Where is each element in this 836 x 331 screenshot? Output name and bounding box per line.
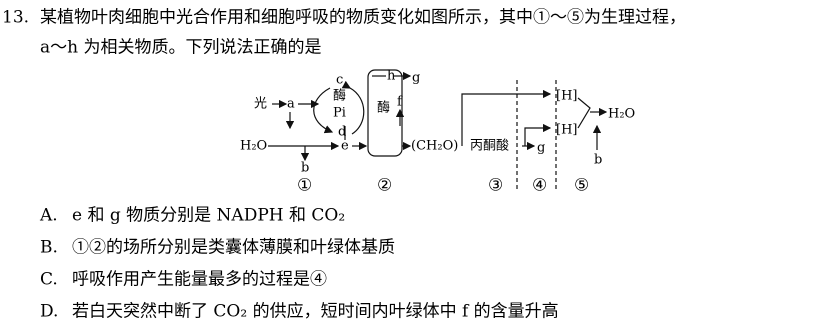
diagram-label: H₂O	[608, 107, 635, 122]
diagram-label: 酶	[377, 100, 390, 116]
option-letter: C.	[40, 270, 58, 290]
diagram-label: g	[412, 71, 420, 86]
diagram-label: 丙酮酸	[470, 139, 509, 154]
process-label: ④	[532, 176, 547, 196]
stem-line: 某植物叶肉细胞中光合作用和细胞呼吸的物质变化如图所示，其中①～⑤为生理过程，	[40, 8, 686, 28]
diagram-label: d	[338, 125, 346, 140]
diagram-label: g	[537, 141, 545, 156]
question-number: 13.	[2, 8, 29, 28]
diagram-label: b	[594, 153, 602, 168]
option-text: e 和 g 物质分别是 NADPH 和 CO₂	[72, 206, 345, 226]
stem-line: a～h 为相关物质。下列说法正确的是	[40, 38, 322, 58]
option-letter: A.	[39, 206, 58, 226]
option-text: 呼吸作用产生能量最多的过程是④	[72, 270, 327, 290]
diagram-label: e	[341, 139, 349, 154]
diagram-label: h	[387, 69, 396, 84]
diagram-label: a	[287, 97, 295, 112]
process-label: ⑤	[574, 176, 589, 196]
process-label: ②	[377, 176, 392, 196]
option-letter: D.	[40, 302, 58, 322]
diagram: 光 a c 酶 Pi d H₂O e b h g 酶 f (CH₂O) 丙酮酸 …	[240, 69, 635, 196]
option-text: 若白天突然中断了 CO₂ 的供应，短时间内叶绿体中 f 的含量升高	[72, 302, 559, 322]
diagram-label: (CH₂O)	[411, 139, 458, 154]
diagram-label: [H]	[556, 89, 577, 104]
option-letter: B.	[40, 238, 58, 258]
process-label: ③	[488, 176, 503, 196]
diagram-label: H₂O	[240, 139, 267, 154]
option-text: ①②的场所分别是类囊体薄膜和叶绿体基质	[72, 238, 395, 258]
diagram-label: [H]	[556, 123, 577, 138]
diagram-label: 酶	[333, 88, 346, 104]
diagram-label: b	[301, 161, 309, 176]
options: A. e 和 g 物质分别是 NADPH 和 CO₂ B. ①②的场所分别是类囊…	[39, 206, 559, 322]
diagram-label: Pi	[333, 106, 346, 121]
diagram-label: 光	[254, 97, 267, 112]
diagram-label: c	[336, 73, 343, 88]
diagram-label: f	[397, 95, 403, 110]
process-label: ①	[297, 176, 312, 196]
